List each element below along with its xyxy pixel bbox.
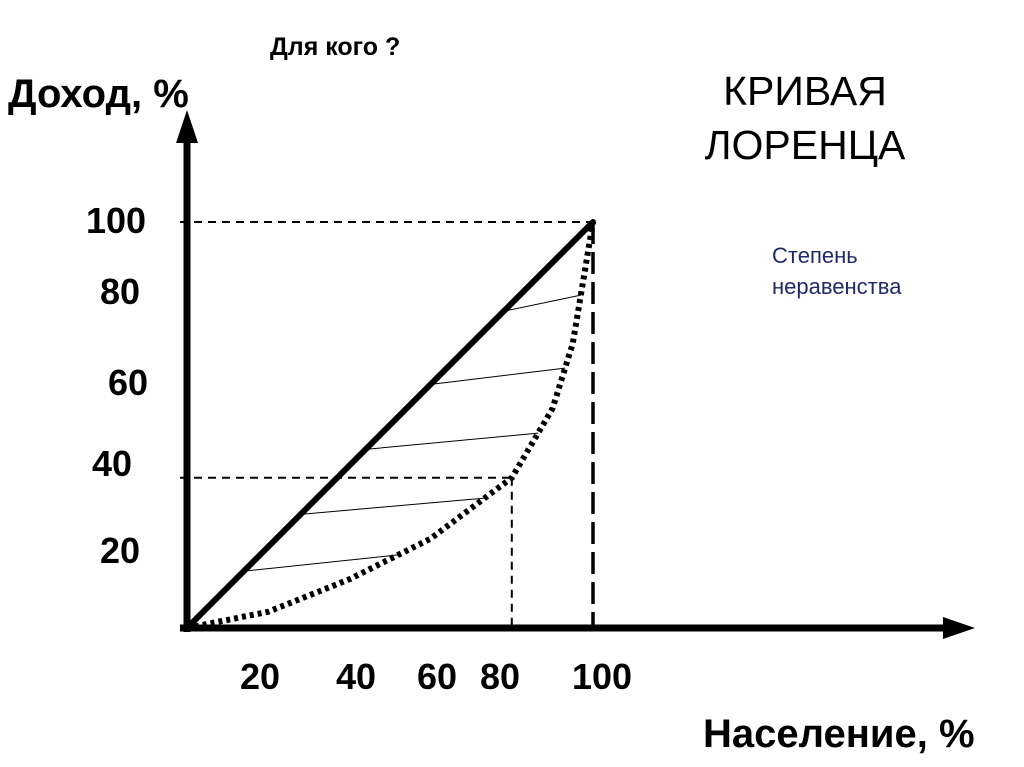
annotation-line-1: Степень [772, 243, 858, 268]
x-tick-label: 60 [417, 656, 458, 697]
y-tick-label: 40 [92, 443, 133, 484]
x-tick-label: 100 [572, 656, 633, 697]
y-axis-label: Доход, % [8, 72, 189, 116]
hatch-line [243, 554, 399, 572]
hatch-line [300, 497, 485, 515]
x-axis-label: Население, % [703, 712, 975, 756]
y-tick-label: 60 [108, 362, 149, 403]
hatch-line [430, 367, 566, 385]
hatch-line [503, 294, 581, 312]
equality-line [184, 219, 596, 631]
title-line-1: КРИВАЯ [723, 68, 887, 114]
question-text: Для кого ? [270, 33, 401, 61]
x-tick-label: 20 [240, 656, 281, 697]
x-tick-label: 40 [336, 656, 377, 697]
annotation-line-2: неравенства [772, 274, 902, 299]
y-tick-label: 100 [86, 200, 147, 241]
hatch-line [365, 432, 539, 450]
chart-title: КРИВАЯ ЛОРЕНЦА [640, 64, 970, 172]
y-tick-label: 80 [100, 271, 141, 312]
title-line-2: ЛОРЕНЦА [704, 122, 906, 168]
x-tick-label: 80 [480, 656, 521, 697]
x-axis-arrow [943, 617, 975, 639]
inequality-annotation: Степень неравенства [772, 240, 901, 302]
y-tick-label: 20 [100, 530, 141, 571]
y-axis-arrow [176, 110, 198, 143]
